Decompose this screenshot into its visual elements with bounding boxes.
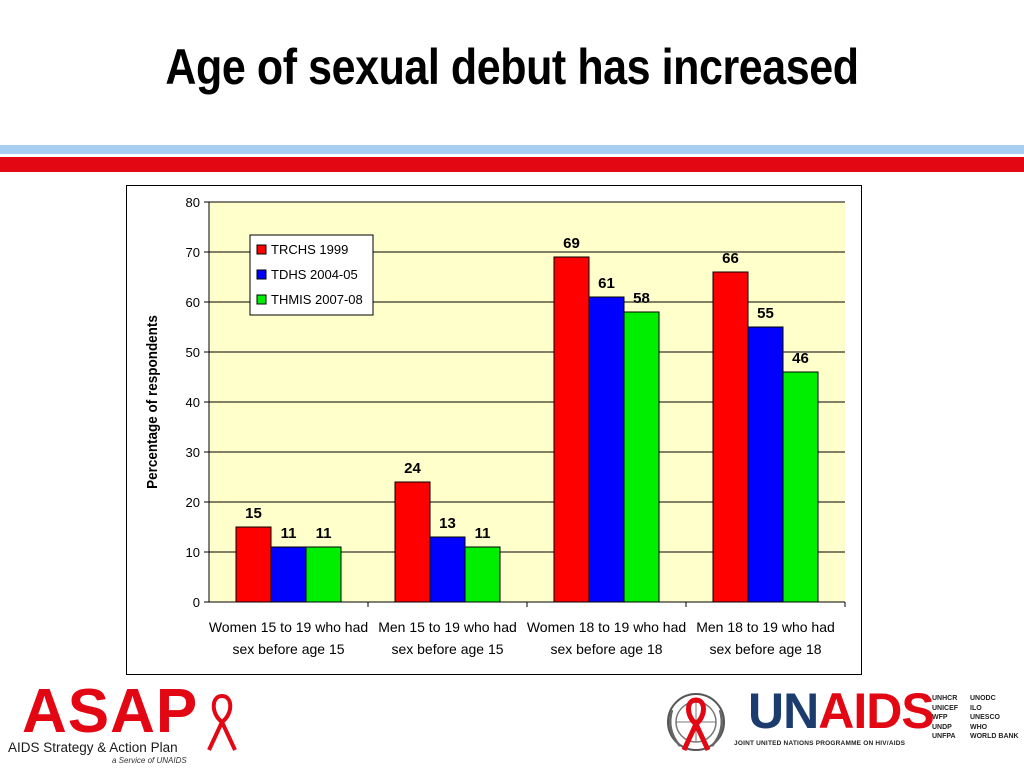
- cosponsors-list-2: UNODC ILO UNESCO WHO WORLD BANK: [970, 694, 1019, 742]
- cosponsors-list-1: UNHCR UNICEF WFP UNDP UNFPA: [932, 694, 958, 742]
- header-stripe-red: [0, 157, 1024, 172]
- header-stripe-gap: [0, 154, 1024, 157]
- asap-logo-wordmark: ASAP: [22, 677, 199, 746]
- bar: [270, 546, 307, 603]
- data-label: 11: [475, 525, 491, 542]
- cosponsor: UNESCO: [970, 714, 1000, 721]
- y-tick-label: 80: [186, 195, 200, 210]
- asap-logo: ASAP AIDS Strategy & Action Plan a Servi…: [8, 676, 248, 768]
- y-tick-label: 0: [193, 595, 200, 610]
- bar: [747, 326, 784, 603]
- legend-label: TDHS 2004-05: [271, 267, 358, 282]
- bar-chart: 0 10 20 30 40 50 60 70 80 Percentage of responden…: [144, 195, 846, 657]
- bar: [588, 296, 625, 603]
- bar: [235, 526, 272, 603]
- asap-tagline: AIDS Strategy & Action Plan: [8, 740, 178, 755]
- cosponsor: UNODC: [970, 695, 996, 702]
- x-category-label: sex before age 18: [709, 641, 821, 657]
- data-label: 58: [633, 290, 650, 307]
- un-emblem-icon: [667, 693, 725, 752]
- x-category-label: sex before age 15: [391, 641, 503, 657]
- cosponsor: WHO: [970, 723, 988, 731]
- legend-label: TRCHS 1999: [271, 242, 348, 257]
- bar: [429, 536, 466, 603]
- legend-swatch: [256, 244, 267, 255]
- bar: [305, 546, 342, 603]
- bar: [782, 371, 819, 603]
- y-tick-label: 60: [186, 295, 200, 310]
- data-label: 55: [757, 305, 774, 322]
- x-category-label: sex before age 15: [232, 641, 344, 657]
- bar: [553, 256, 590, 603]
- bar: [712, 271, 749, 603]
- data-label: 24: [404, 460, 421, 477]
- cosponsor: UNICEF: [932, 704, 959, 712]
- asap-service-line: a Service of UNAIDS: [112, 756, 187, 765]
- y-axis-title: Percentage of respondents: [144, 315, 161, 489]
- legend-box: [249, 234, 374, 316]
- y-tick-label: 30: [186, 445, 200, 460]
- legend-swatch: [256, 294, 267, 305]
- bar: [623, 311, 660, 603]
- cosponsor: ILO: [970, 704, 982, 712]
- unaids-tagline: JOINT UNITED NATIONS PROGRAMME ON HIV/AI…: [734, 740, 906, 747]
- x-category-label: Men 18 to 19 who had: [696, 619, 835, 635]
- unaids-wordmark-un: UN: [748, 683, 819, 739]
- data-label: 69: [563, 235, 580, 252]
- y-tick-label: 20: [186, 495, 200, 510]
- cosponsor: UNHCR: [932, 695, 958, 702]
- data-label: 66: [722, 250, 739, 267]
- data-label: 11: [316, 525, 332, 542]
- cosponsor: UNDP: [932, 723, 952, 731]
- data-label: 61: [598, 275, 615, 292]
- legend-swatch: [256, 269, 267, 280]
- y-tick-label: 10: [186, 545, 200, 560]
- header-stripe-blue: [0, 145, 1024, 154]
- y-tick-label: 50: [186, 345, 200, 360]
- data-label: 15: [245, 505, 262, 522]
- red-ribbon-icon: [207, 693, 237, 751]
- y-tick-label: 70: [186, 245, 200, 260]
- data-label: 13: [439, 515, 456, 532]
- x-category-label: sex before age 18: [550, 641, 662, 657]
- slide-title: Age of sexual debut has increased: [165, 39, 859, 95]
- x-category-label: Women 18 to 19 who had: [527, 619, 686, 635]
- cosponsor: UNFPA: [932, 733, 956, 740]
- bar: [464, 546, 501, 603]
- cosponsor: WFP: [932, 714, 948, 721]
- cosponsor: WORLD BANK: [970, 733, 1019, 740]
- legend-label: THMIS 2007-08: [271, 292, 363, 307]
- x-category-label: Women 15 to 19 who had: [209, 619, 368, 635]
- chart-frame: 0 10 20 30 40 50 60 70 80 Percentage of responden…: [126, 185, 862, 675]
- y-tick-label: 40: [186, 395, 200, 410]
- unaids-wordmark-aids: AIDS: [818, 683, 934, 739]
- data-label: 11: [281, 525, 297, 542]
- unaids-logo: UNAIDS JOINT UNITED NATIONS PROGRAMME ON…: [664, 683, 1024, 758]
- bar: [394, 481, 431, 603]
- unaids-wordmark: UNAIDS: [748, 682, 935, 740]
- data-label: 46: [792, 350, 809, 367]
- x-category-label: Men 15 to 19 who had: [378, 619, 517, 635]
